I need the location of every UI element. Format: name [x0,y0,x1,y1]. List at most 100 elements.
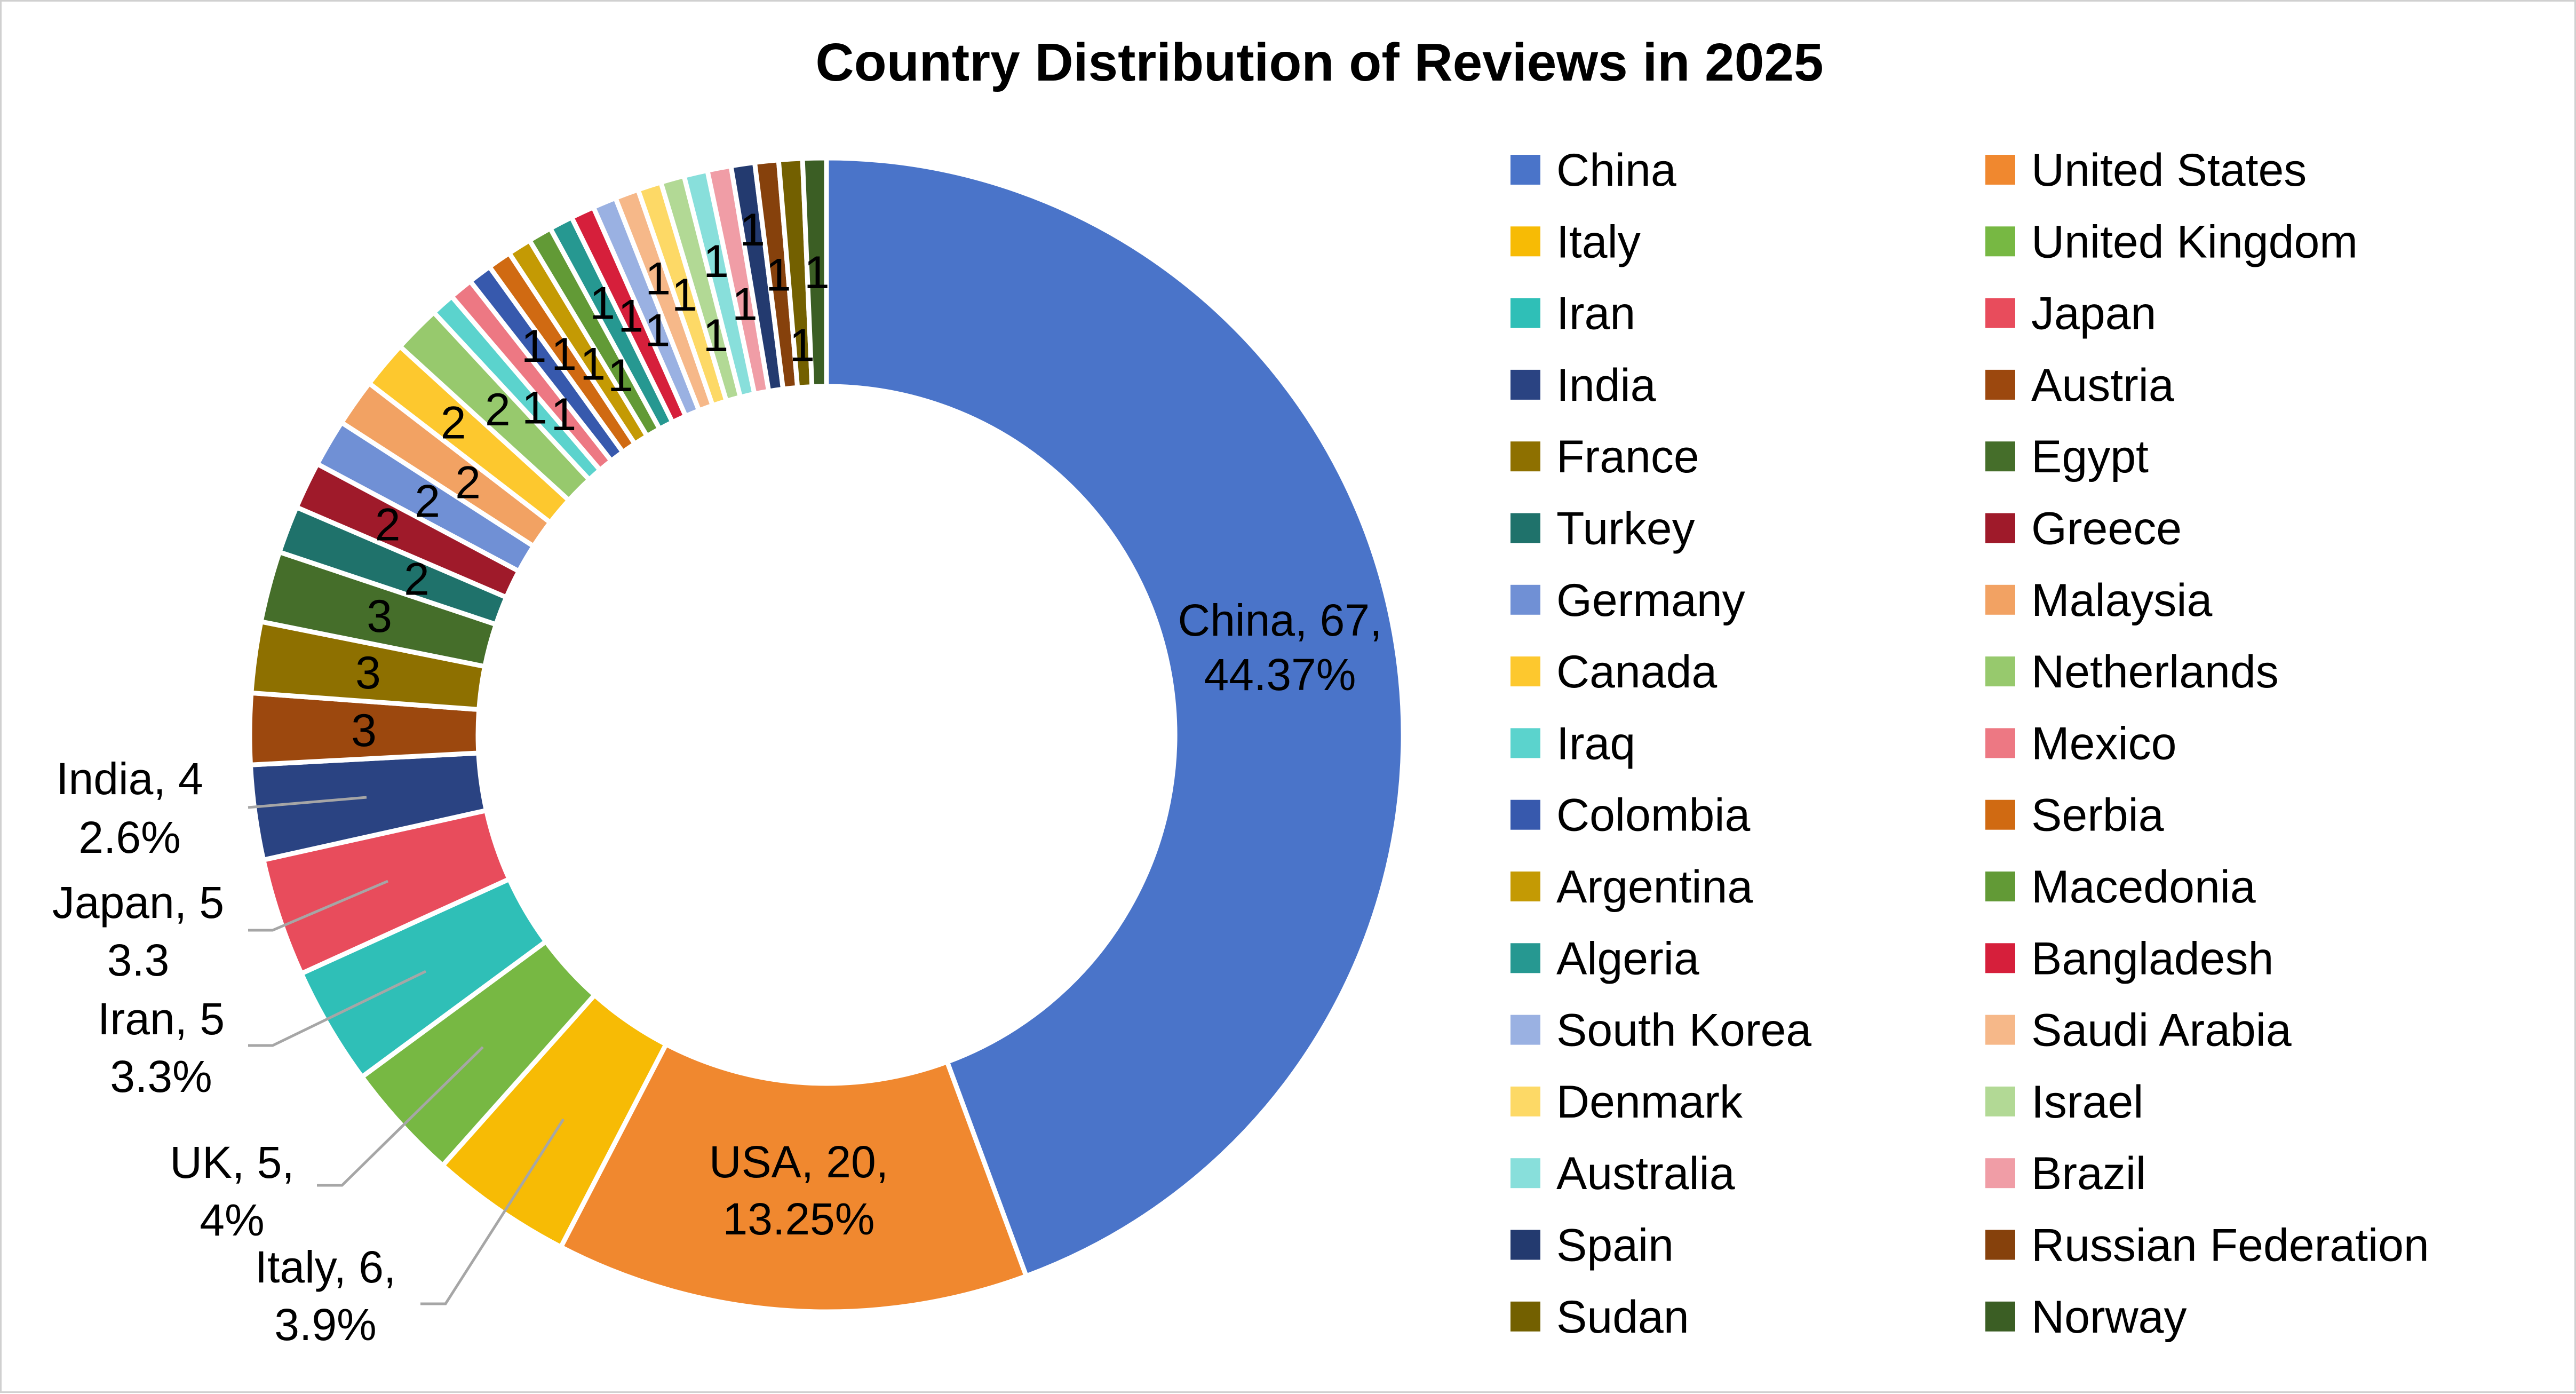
data-label: India, 4 [56,754,203,804]
legend-swatch [1985,226,2015,257]
legend-label: Sudan [1556,1292,1689,1343]
legend-label: Iraq [1556,718,1635,769]
legend-swatch [1985,155,2015,185]
legend-label: Canada [1556,646,1717,698]
data-label: 1 [789,320,815,371]
data-label: 4% [200,1195,264,1245]
data-label: 3.3 [107,935,170,985]
legend-swatch [1985,728,2015,758]
legend-label: Norway [2031,1292,2187,1343]
data-label: 1 [672,270,697,321]
data-label: 3 [351,705,377,756]
data-label: 2.6% [78,812,180,862]
data-label: 1 [740,204,765,256]
legend-swatch [1985,584,2015,615]
data-label: 1 [608,350,633,401]
chart-title: Country Distribution of Reviews in 2025 [815,33,1823,92]
legend-label: Iran [1556,288,1635,339]
data-label: 2 [415,476,440,527]
legend-swatch [1510,155,1540,185]
leader-line [248,796,367,809]
data-label: 3.3% [110,1051,212,1102]
data-label: 1 [551,329,577,380]
legend-swatch [1985,298,2015,328]
legend-label: Mexico [2031,718,2176,769]
legend-swatch [1510,943,1540,973]
data-label: 1 [551,389,577,440]
legend-swatch [1985,1230,2015,1260]
legend-swatch [1510,441,1540,472]
data-label: 1 [645,253,671,304]
slice-china [824,155,1406,1279]
data-label: 2 [485,384,511,435]
legend-label: United Kingdom [2031,216,2358,267]
data-label: 3.9% [274,1300,376,1350]
legend-label: Japan [2031,288,2156,339]
data-label: 2 [455,457,481,509]
legend-swatch [1510,1301,1540,1332]
data-label: USA, 20, [709,1137,888,1187]
legend-label: Egypt [2031,431,2149,482]
legend-swatch [1510,1015,1540,1045]
legend-label: Russian Federation [2031,1220,2429,1271]
data-label: 1 [522,382,547,433]
legend-swatch [1985,943,2015,973]
data-label: 1 [590,278,615,329]
legend-swatch [1985,872,2015,901]
data-label: 13.25% [723,1194,875,1244]
leader-line [248,880,388,932]
data-label: 1 [804,247,830,298]
legend-label: Malaysia [2031,575,2213,626]
legend-swatch [1510,369,1540,400]
legend-label: Saudi Arabia [2031,1005,2292,1056]
legend-label: Greece [2031,503,2182,555]
legend-swatch [1510,799,1540,830]
legend-swatch [1985,1015,2015,1045]
legend-label: Argentina [1556,861,1753,913]
legend-swatch [1510,1230,1540,1260]
data-label: 2 [375,500,401,551]
legend-label: Brazil [2031,1148,2146,1199]
legend-label: Netherlands [2031,646,2279,698]
slice-united-states [558,1041,1030,1314]
legend-label: Algeria [1556,933,1699,984]
data-label: 1 [618,290,643,342]
data-label: 1 [521,321,547,372]
data-label: 44.37% [1204,650,1356,700]
legend-swatch [1985,799,2015,830]
leader-line [420,1118,565,1305]
legend-label: Colombia [1556,790,1750,841]
legend-label: Germany [1556,575,1745,626]
legend-swatch [1985,513,2015,543]
legend-swatch [1510,1086,1540,1116]
data-label: 1 [766,250,791,301]
legend-label: South Korea [1556,1005,1811,1056]
legend-label: Spain [1556,1220,1674,1271]
legend-label: Australia [1556,1148,1735,1199]
legend-swatch [1510,872,1540,901]
legend-swatch [1985,1086,2015,1116]
data-label: 2 [441,398,466,449]
legend-swatch [1985,1158,2015,1189]
data-label: 1 [703,310,728,361]
legend-label: Turkey [1556,503,1695,555]
data-label: 3 [367,591,392,642]
data-label: Iran, 5 [98,994,225,1044]
legend-label: United States [2031,145,2307,196]
legend-label: Bangladesh [2031,933,2273,984]
data-label: 1 [580,338,606,390]
legend-swatch [1985,369,2015,400]
legend-label: Macedonia [2031,861,2256,913]
data-label: 1 [732,279,758,330]
legend-swatch [1510,728,1540,758]
legend-label: Serbia [2031,790,2164,841]
data-label: 2 [404,553,430,605]
leader-line [248,970,427,1047]
legend-swatch [1510,584,1540,615]
data-label: China, 67, [1178,595,1382,645]
legend-label: China [1556,145,1676,196]
legend-label: Austria [2031,360,2174,411]
legend-swatch [1985,1301,2015,1332]
